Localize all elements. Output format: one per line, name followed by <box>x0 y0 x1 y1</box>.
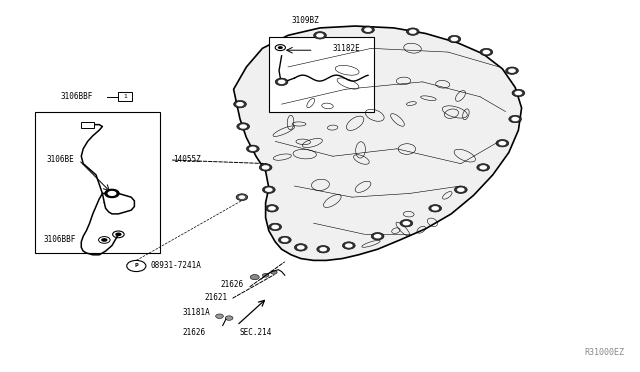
Circle shape <box>496 140 509 147</box>
Circle shape <box>297 245 305 250</box>
Circle shape <box>262 273 269 277</box>
Circle shape <box>216 314 223 318</box>
Circle shape <box>515 91 522 95</box>
Text: R31000EZ: R31000EZ <box>584 348 624 357</box>
Circle shape <box>269 223 282 231</box>
Circle shape <box>483 50 490 54</box>
Text: 21621: 21621 <box>205 293 228 302</box>
Circle shape <box>479 165 487 170</box>
Circle shape <box>429 205 442 212</box>
Text: 14055Z: 14055Z <box>173 155 200 164</box>
Circle shape <box>239 124 247 129</box>
Circle shape <box>108 191 116 196</box>
Circle shape <box>259 164 272 171</box>
Circle shape <box>409 29 417 34</box>
Circle shape <box>499 141 506 145</box>
Text: 08931-7241A: 08931-7241A <box>150 262 201 270</box>
Circle shape <box>294 244 307 251</box>
Circle shape <box>406 28 419 35</box>
Circle shape <box>115 232 122 236</box>
Circle shape <box>477 164 490 171</box>
Text: 1: 1 <box>123 94 127 99</box>
Circle shape <box>362 26 374 33</box>
Circle shape <box>454 186 467 193</box>
Circle shape <box>316 33 324 38</box>
Circle shape <box>239 195 245 199</box>
Circle shape <box>278 80 285 84</box>
Circle shape <box>400 219 413 227</box>
Text: P: P <box>134 263 138 269</box>
Circle shape <box>249 147 257 151</box>
Text: 31182E: 31182E <box>332 44 360 53</box>
Circle shape <box>506 67 518 74</box>
Circle shape <box>374 234 381 238</box>
Circle shape <box>508 68 516 73</box>
Circle shape <box>271 225 279 229</box>
Circle shape <box>237 123 250 130</box>
Text: 31181A: 31181A <box>182 308 210 317</box>
Circle shape <box>371 232 384 240</box>
Circle shape <box>262 186 275 193</box>
Text: 3106BE: 3106BE <box>47 155 74 164</box>
Circle shape <box>511 117 519 121</box>
Text: SEC.214: SEC.214 <box>240 328 273 337</box>
Circle shape <box>314 32 326 39</box>
Circle shape <box>319 247 327 251</box>
FancyBboxPatch shape <box>269 37 374 112</box>
Circle shape <box>403 221 410 225</box>
Circle shape <box>317 246 330 253</box>
Circle shape <box>236 194 248 201</box>
Text: 3106BBF: 3106BBF <box>44 235 76 244</box>
Circle shape <box>342 242 355 249</box>
Circle shape <box>431 206 439 211</box>
FancyBboxPatch shape <box>118 92 132 101</box>
Circle shape <box>278 46 283 49</box>
Circle shape <box>364 28 372 32</box>
Circle shape <box>266 205 278 212</box>
Circle shape <box>262 165 269 170</box>
Circle shape <box>246 145 259 153</box>
Circle shape <box>278 236 291 244</box>
Circle shape <box>345 243 353 248</box>
Circle shape <box>281 238 289 242</box>
Circle shape <box>105 189 119 198</box>
Circle shape <box>457 187 465 192</box>
Circle shape <box>512 89 525 97</box>
Text: 3106BBF: 3106BBF <box>61 92 93 101</box>
Polygon shape <box>234 26 522 260</box>
Circle shape <box>480 48 493 56</box>
Circle shape <box>448 35 461 43</box>
Text: 21626: 21626 <box>182 328 205 337</box>
Circle shape <box>265 187 273 192</box>
Circle shape <box>250 275 259 280</box>
Circle shape <box>101 238 108 242</box>
Circle shape <box>451 37 458 41</box>
Circle shape <box>271 270 277 274</box>
Circle shape <box>509 115 522 123</box>
Text: 3109BZ: 3109BZ <box>291 16 319 25</box>
Circle shape <box>225 316 233 320</box>
FancyBboxPatch shape <box>81 122 94 128</box>
Text: 21626: 21626 <box>221 280 244 289</box>
Circle shape <box>234 100 246 108</box>
Circle shape <box>236 102 244 106</box>
FancyBboxPatch shape <box>35 112 160 253</box>
Circle shape <box>275 78 288 86</box>
Circle shape <box>268 206 276 211</box>
